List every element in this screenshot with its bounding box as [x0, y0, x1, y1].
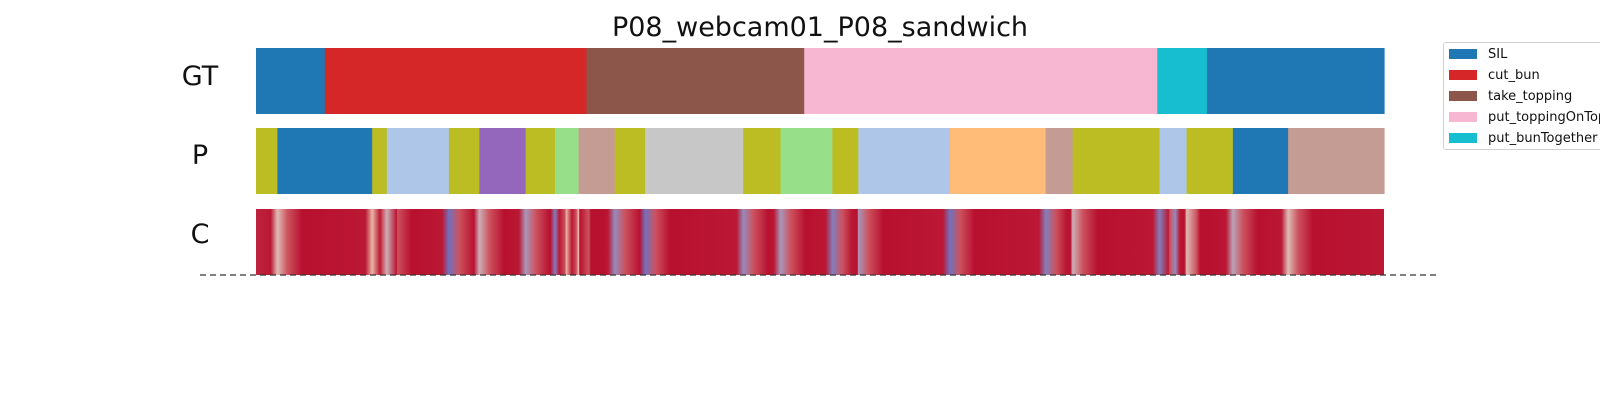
p-segment-1	[277, 128, 373, 194]
p-segment-6	[525, 128, 556, 194]
legend-item-put-topping-on-top: put_toppingOnTop	[1449, 108, 1600, 126]
p-segment-9	[614, 128, 646, 194]
p-segment-4	[448, 128, 480, 194]
legend-item-take-topping: take_topping	[1449, 87, 1572, 105]
p-segment-0	[256, 128, 279, 194]
legend-item-cut-bun: cut_bun	[1449, 66, 1540, 84]
chart-title: P08_webcam01_P08_sandwich	[611, 12, 1029, 43]
p-segment-3	[386, 128, 450, 194]
legend-item-sil: SIL	[1449, 45, 1507, 63]
p-segment-15	[949, 128, 1047, 194]
p-segment-14	[858, 128, 951, 194]
row-label-c: C	[190, 219, 210, 250]
legend-swatch-take-topping	[1449, 91, 1477, 101]
row-label-gt: GT	[181, 61, 219, 92]
legend-swatch-put-topping-on-top	[1449, 112, 1477, 122]
legend-swatch-put-bun-together	[1449, 133, 1477, 143]
legend-label-put-bun-together: put_bunTogether	[1488, 130, 1598, 146]
p-segment-12	[780, 128, 834, 194]
legend-label-cut-bun: cut_bun	[1488, 67, 1540, 83]
p-segment-21	[1288, 128, 1385, 194]
gt-segment-1	[324, 48, 588, 114]
legend-swatch-cut-bun	[1449, 70, 1477, 80]
p-segment-19	[1186, 128, 1234, 194]
confidence-bar	[256, 209, 1384, 275]
legend-label-take-topping: take_topping	[1488, 88, 1573, 104]
gt-segment-0	[256, 48, 326, 114]
p-segment-5	[479, 128, 527, 194]
p-segment-16	[1045, 128, 1074, 194]
gt-segment-2	[586, 48, 805, 114]
gt-segment-5	[1206, 48, 1385, 114]
p-segment-7	[554, 128, 580, 194]
legend: SIL cut_bun take_topping put_toppingOnTo…	[1443, 42, 1600, 150]
p-segment-8	[578, 128, 616, 194]
legend-swatch-sil	[1449, 49, 1477, 59]
p-segment-11	[743, 128, 782, 194]
p-segment-20	[1232, 128, 1289, 194]
gt-segments	[256, 48, 1385, 114]
gt-segment-3	[804, 48, 1158, 114]
prediction-segments	[256, 128, 1385, 194]
row-label-p: P	[191, 140, 209, 171]
legend-label-sil: SIL	[1488, 46, 1508, 62]
p-segment-18	[1159, 128, 1188, 194]
p-segment-17	[1072, 128, 1161, 194]
gt-segment-4	[1157, 48, 1208, 114]
p-segment-10	[645, 128, 744, 194]
p-segment-2	[372, 128, 388, 194]
p-segment-13	[832, 128, 859, 194]
legend-label-put-topping-on-top: put_toppingOnTop	[1488, 109, 1600, 125]
legend-item-put-bun-together: put_bunTogether	[1449, 129, 1597, 147]
